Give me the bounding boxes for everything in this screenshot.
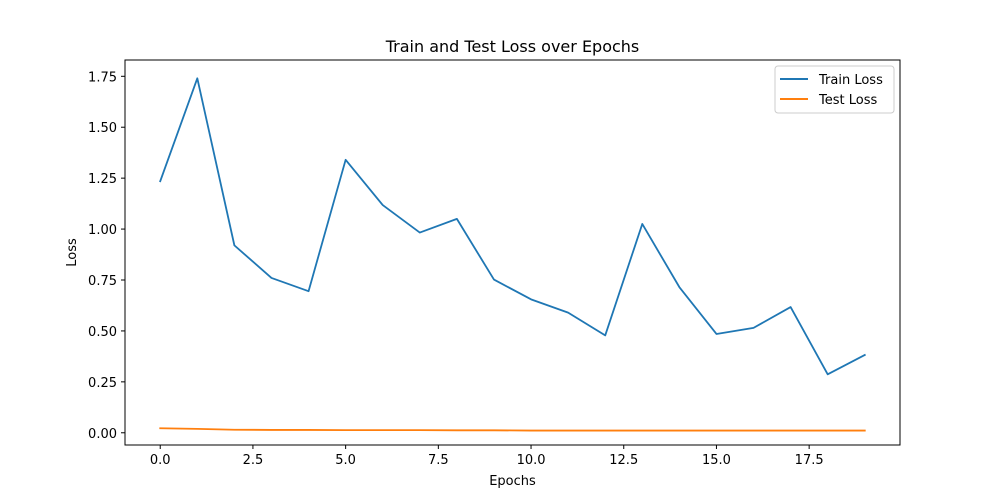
legend-label-train-loss: Train Loss: [818, 73, 883, 88]
legend-box: [774, 65, 895, 114]
x-tick-label: 0.0: [150, 453, 171, 468]
x-tick-label: 15.0: [702, 453, 731, 468]
x-axis-ticks: 0.0 2.5 5.0 7.5 10.0 12.5 15.0 17.5: [150, 445, 824, 468]
y-axis-ticks: 0.00 0.25 0.50 0.75 1.00 1.25 1.50 1.75: [88, 70, 125, 442]
series-layer: [159, 77, 866, 432]
y-axis-label: Loss: [65, 238, 80, 267]
series-line-train-loss: [159, 77, 866, 376]
x-tick-label: 12.5: [609, 453, 638, 468]
plot-frame: [124, 59, 901, 446]
x-tick-label: 17.5: [795, 453, 824, 468]
series-line-test-loss: [159, 427, 866, 432]
legend: Train Loss Test Loss: [774, 65, 895, 114]
x-tick-label: 2.5: [243, 453, 264, 468]
y-tick-label: 0.50: [88, 325, 117, 340]
x-tick-label: 5.0: [335, 453, 356, 468]
y-tick-label: 1.50: [88, 121, 117, 136]
y-tick-label: 1.00: [88, 223, 117, 238]
y-tick-label: 1.25: [88, 172, 117, 187]
x-tick-label: 7.5: [428, 453, 449, 468]
chart-title: Train and Test Loss over Epochs: [385, 37, 640, 56]
x-axis-label: Epochs: [489, 474, 536, 489]
y-tick-label: 0.25: [88, 376, 117, 391]
x-tick-label: 10.0: [517, 453, 546, 468]
y-tick-label: 0.75: [88, 274, 117, 289]
y-tick-label: 1.75: [88, 70, 117, 85]
y-tick-label: 0.00: [88, 427, 117, 442]
legend-label-test-loss: Test Loss: [818, 93, 877, 108]
